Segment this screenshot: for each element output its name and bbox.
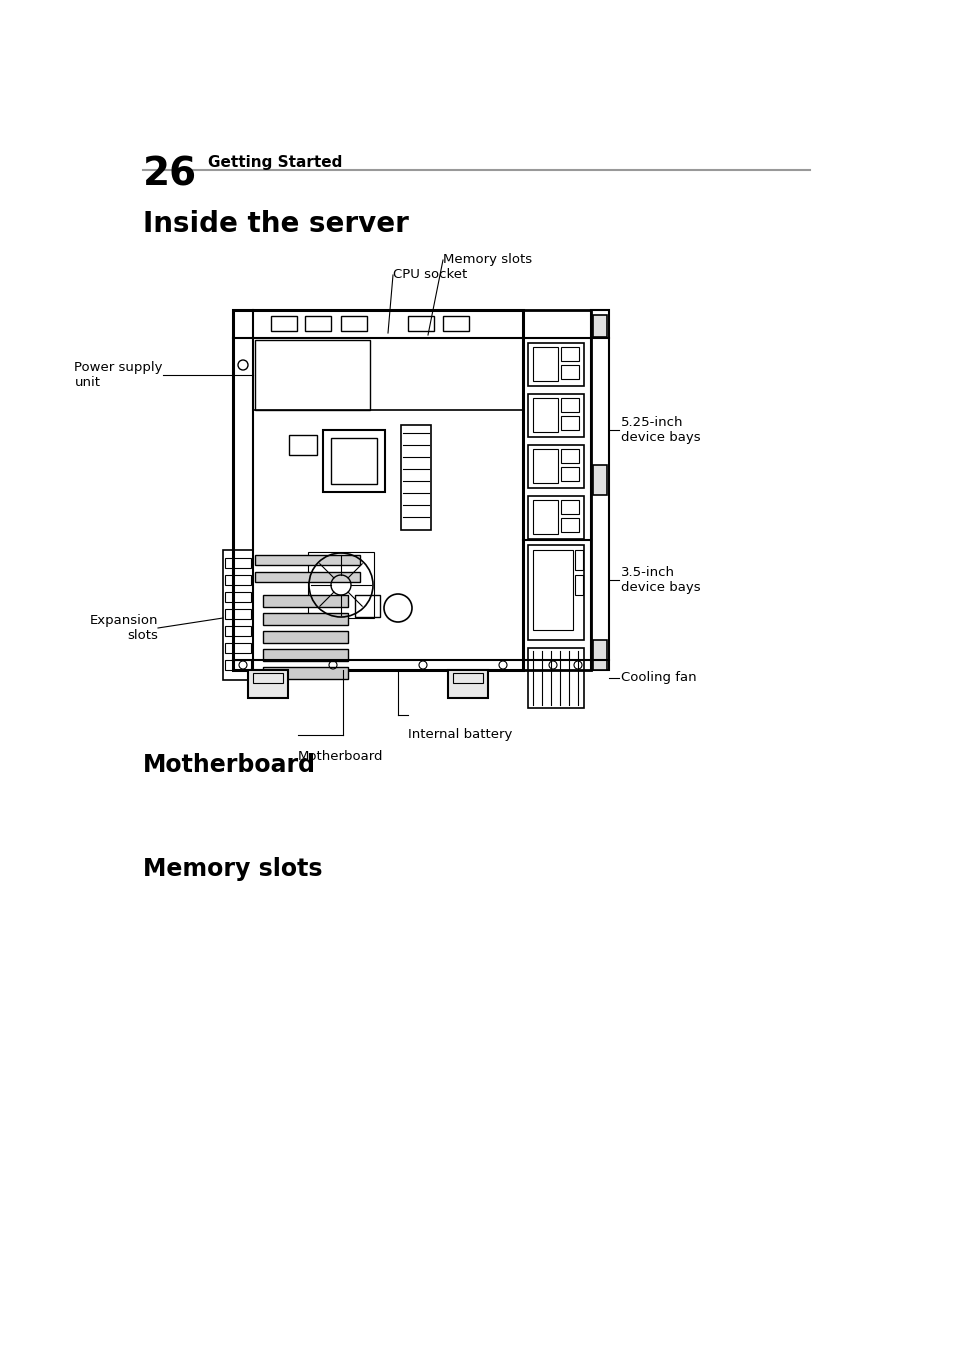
- Bar: [560, 347, 578, 361]
- Bar: [560, 365, 578, 380]
- Bar: [527, 394, 583, 436]
- Bar: [233, 309, 522, 670]
- Bar: [560, 449, 578, 463]
- Bar: [590, 309, 608, 670]
- Text: Internal battery: Internal battery: [408, 728, 512, 740]
- Bar: [575, 576, 582, 594]
- Bar: [263, 594, 348, 607]
- Bar: [254, 555, 359, 565]
- Bar: [225, 558, 251, 567]
- Bar: [448, 670, 488, 698]
- Text: Power supply
unit: Power supply unit: [74, 361, 163, 389]
- Bar: [223, 550, 253, 680]
- Bar: [225, 609, 251, 619]
- Bar: [263, 648, 348, 661]
- Bar: [271, 316, 296, 331]
- Bar: [593, 315, 606, 336]
- Text: 5.25-inch
device bays: 5.25-inch device bays: [620, 416, 700, 444]
- Bar: [527, 496, 583, 539]
- Bar: [225, 592, 251, 603]
- Bar: [593, 465, 606, 494]
- Bar: [527, 648, 583, 708]
- Bar: [560, 500, 578, 513]
- Bar: [527, 544, 583, 640]
- Bar: [560, 517, 578, 532]
- Bar: [254, 340, 370, 409]
- Text: Motherboard: Motherboard: [143, 753, 315, 777]
- Bar: [575, 550, 582, 570]
- Bar: [263, 631, 348, 643]
- Bar: [225, 576, 251, 585]
- Bar: [263, 613, 348, 626]
- Bar: [254, 571, 359, 582]
- Bar: [527, 343, 583, 386]
- Text: Motherboard: Motherboard: [297, 750, 383, 763]
- Bar: [593, 640, 606, 670]
- Text: Cooling fan: Cooling fan: [620, 671, 696, 685]
- Bar: [340, 316, 367, 331]
- Bar: [225, 626, 251, 636]
- Bar: [560, 399, 578, 412]
- Bar: [225, 661, 251, 670]
- Bar: [533, 399, 558, 432]
- Bar: [248, 670, 288, 698]
- Bar: [533, 347, 558, 381]
- Bar: [527, 444, 583, 488]
- Bar: [305, 316, 331, 331]
- Text: Memory slots: Memory slots: [143, 857, 322, 881]
- Bar: [560, 416, 578, 430]
- Bar: [560, 467, 578, 481]
- Bar: [400, 426, 431, 530]
- Bar: [289, 435, 316, 455]
- Bar: [408, 316, 434, 331]
- Bar: [263, 667, 348, 680]
- Bar: [331, 438, 376, 484]
- Text: 26: 26: [143, 155, 197, 193]
- Bar: [533, 449, 558, 484]
- Text: Expansion
slots: Expansion slots: [90, 613, 158, 642]
- Bar: [355, 594, 379, 617]
- Bar: [442, 316, 469, 331]
- Text: Memory slots: Memory slots: [442, 254, 532, 266]
- Bar: [522, 309, 590, 670]
- Text: 3.5-inch
device bays: 3.5-inch device bays: [620, 566, 700, 594]
- Text: Getting Started: Getting Started: [208, 155, 342, 170]
- Bar: [253, 673, 283, 684]
- Text: Inside the server: Inside the server: [143, 209, 409, 238]
- Bar: [323, 430, 385, 492]
- Bar: [533, 550, 573, 630]
- Bar: [533, 500, 558, 534]
- Bar: [308, 553, 374, 617]
- Bar: [225, 643, 251, 653]
- Text: CPU socket: CPU socket: [393, 269, 467, 281]
- Bar: [453, 673, 482, 684]
